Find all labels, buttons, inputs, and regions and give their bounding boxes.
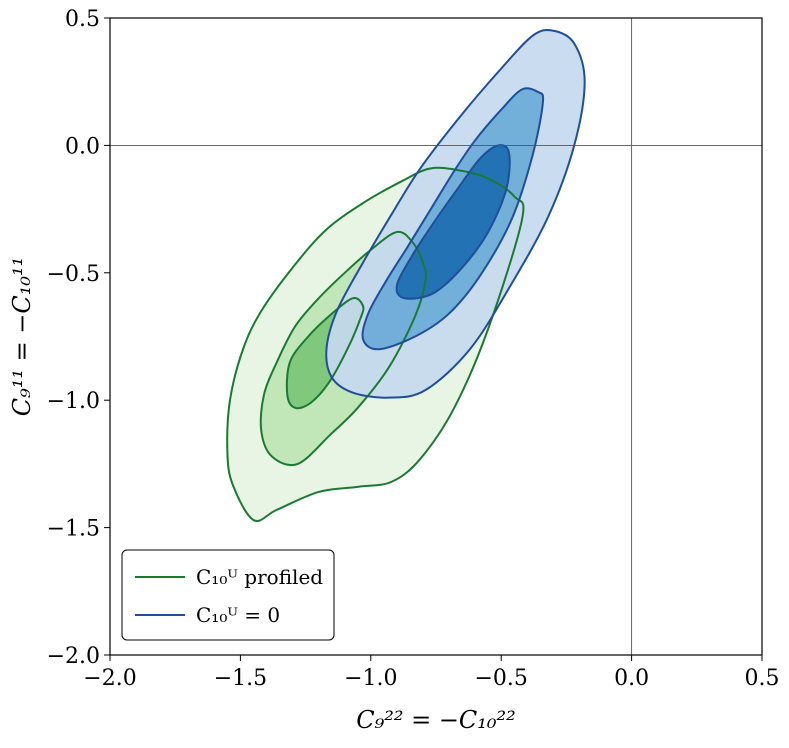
y-tick-label: 0.5 bbox=[65, 7, 100, 32]
x-tick-label: −0.5 bbox=[474, 666, 527, 691]
legend: C₁₀ᵁ profiled C₁₀ᵁ = 0 bbox=[121, 549, 335, 641]
contour-edge-zero-outer bbox=[325, 29, 586, 399]
y-tick-label: 0.0 bbox=[65, 134, 100, 159]
tick-layer: −2.0 −1.5 −1.0 −0.5 0.0 0.5 −2.0 −1.5 −1.0 −0.5 0.… bbox=[47, 7, 780, 691]
contour-layer bbox=[226, 29, 586, 522]
legend-box bbox=[121, 549, 335, 641]
y-tick-label: −0.5 bbox=[47, 262, 100, 287]
legend-label-zero: C₁₀ᵁ = 0 bbox=[196, 603, 280, 627]
contour-edge-zero-inner bbox=[395, 144, 511, 300]
y-tick-label: −1.0 bbox=[47, 389, 100, 414]
x-tick-label: 0.5 bbox=[745, 666, 780, 691]
x-axis-label: C₉²² = −C₁₀²² bbox=[356, 706, 516, 734]
reference-lines bbox=[110, 18, 762, 655]
plot-frame bbox=[109, 17, 763, 656]
contour-edge-zero-middle bbox=[361, 87, 545, 351]
contour-edge-profiled-inner bbox=[285, 296, 365, 410]
legend-label-profiled: C₁₀ᵁ profiled bbox=[196, 565, 323, 589]
x-tick-label: −1.0 bbox=[344, 666, 397, 691]
contour-edge-profiled-middle bbox=[259, 230, 428, 467]
x-tick-label: −2.0 bbox=[83, 666, 136, 691]
x-tick-label: −1.5 bbox=[214, 666, 267, 691]
x-tick-label: 0.0 bbox=[614, 666, 649, 691]
y-tick-label: −1.5 bbox=[47, 517, 100, 542]
y-axis-label: C₉¹¹ = −C₁₀¹¹ bbox=[8, 257, 36, 417]
y-tick-label: −2.0 bbox=[47, 644, 100, 669]
contour-edge-profiled-outer bbox=[226, 166, 525, 522]
contour-fill-zero-inner bbox=[396, 145, 510, 299]
